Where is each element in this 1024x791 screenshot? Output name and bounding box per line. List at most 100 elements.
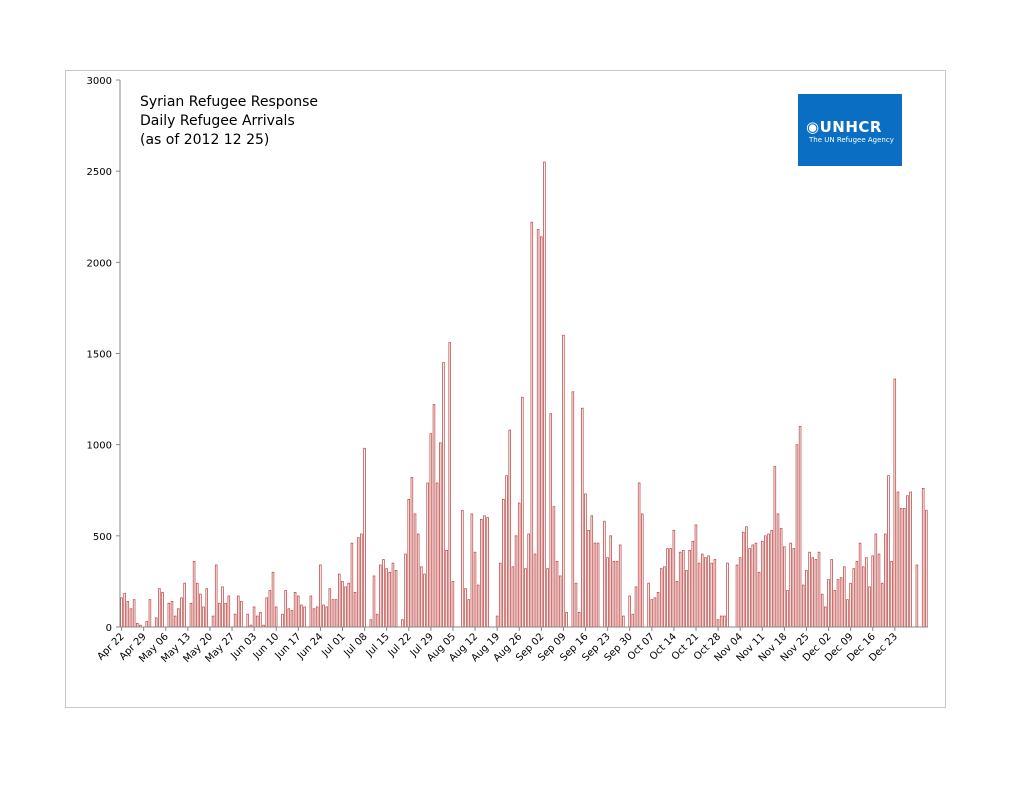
bar xyxy=(710,562,713,628)
bar xyxy=(394,570,398,628)
bar xyxy=(754,542,758,628)
bar xyxy=(814,559,818,628)
bar xyxy=(445,550,448,628)
bar xyxy=(344,586,347,628)
bar xyxy=(868,586,871,628)
bar xyxy=(123,592,126,628)
bar xyxy=(334,599,338,628)
bar xyxy=(767,533,770,628)
bar xyxy=(353,591,357,628)
bar xyxy=(448,342,452,628)
bar xyxy=(647,582,650,628)
bar xyxy=(429,433,433,628)
bar xyxy=(663,566,666,628)
bar xyxy=(688,550,691,628)
bar xyxy=(517,502,521,628)
y-tick-label: 1000 xyxy=(87,441,112,452)
bar xyxy=(224,602,227,628)
bar xyxy=(413,513,417,628)
bar xyxy=(890,560,893,628)
bar xyxy=(129,608,133,628)
bar xyxy=(416,533,420,628)
bar xyxy=(252,606,256,628)
bar xyxy=(274,606,278,628)
bar xyxy=(801,584,805,628)
bar xyxy=(202,606,205,628)
bar xyxy=(893,378,897,628)
bar xyxy=(331,599,335,628)
bar xyxy=(552,506,556,628)
bar xyxy=(549,413,553,628)
bar xyxy=(167,602,171,628)
bar xyxy=(691,540,695,628)
bar xyxy=(461,509,464,628)
chart-title-line-1: Syrian Refugee Response xyxy=(140,94,319,110)
bar xyxy=(543,161,546,628)
bar xyxy=(631,613,635,628)
bar xyxy=(300,604,303,628)
bar xyxy=(577,612,581,628)
bar xyxy=(719,615,723,628)
bar xyxy=(290,610,294,628)
bar xyxy=(363,447,366,628)
bar xyxy=(265,597,268,628)
unhcr-logo: ◉UNHCR The UN Refugee Agency xyxy=(798,94,902,166)
bar xyxy=(555,560,559,628)
bar xyxy=(420,566,423,628)
bar xyxy=(410,477,414,628)
bar xyxy=(192,560,196,628)
bar xyxy=(865,557,868,628)
bar xyxy=(874,533,878,628)
bar xyxy=(562,334,565,628)
bar xyxy=(836,579,840,628)
bar xyxy=(136,622,139,628)
bar xyxy=(120,597,123,628)
bar xyxy=(839,577,843,628)
bar xyxy=(293,591,297,628)
unhcr-logo-wordmark: ◉UNHCR xyxy=(806,118,882,136)
bar xyxy=(240,601,243,628)
bar xyxy=(786,590,789,628)
bar xyxy=(902,508,906,628)
bar xyxy=(827,579,830,628)
bar xyxy=(372,575,376,628)
bar xyxy=(464,588,467,628)
bar xyxy=(789,542,792,628)
bar xyxy=(637,482,641,628)
bar xyxy=(615,560,619,628)
bar xyxy=(843,566,846,628)
bar xyxy=(233,613,237,628)
bar xyxy=(700,553,704,628)
bar xyxy=(524,568,527,628)
bar xyxy=(792,548,796,628)
bar xyxy=(855,560,859,628)
chart-title-line-3: (as of 2012 12 25) xyxy=(140,132,270,148)
bar xyxy=(871,555,874,628)
bar xyxy=(205,588,208,628)
bar xyxy=(921,488,925,628)
bar xyxy=(770,529,773,628)
y-tick-label: 2500 xyxy=(87,167,112,178)
bar xyxy=(505,475,508,628)
bar xyxy=(391,562,395,628)
unhcr-logo-tagline: The UN Refugee Agency xyxy=(809,136,894,144)
bar xyxy=(170,601,174,628)
bar xyxy=(925,509,928,628)
y-tick-label: 0 xyxy=(106,623,112,634)
bar xyxy=(442,362,445,628)
bar xyxy=(375,613,379,628)
bar xyxy=(830,559,833,628)
bar xyxy=(641,513,644,628)
bar xyxy=(669,548,672,628)
bar xyxy=(199,593,202,628)
bar xyxy=(161,591,164,628)
bar xyxy=(315,606,319,628)
bar xyxy=(385,568,388,628)
bar xyxy=(909,491,912,628)
bar xyxy=(154,617,158,628)
bar xyxy=(319,564,322,628)
bar xyxy=(177,608,180,628)
bar xyxy=(435,482,439,628)
bar xyxy=(183,582,186,628)
bar xyxy=(906,495,909,628)
